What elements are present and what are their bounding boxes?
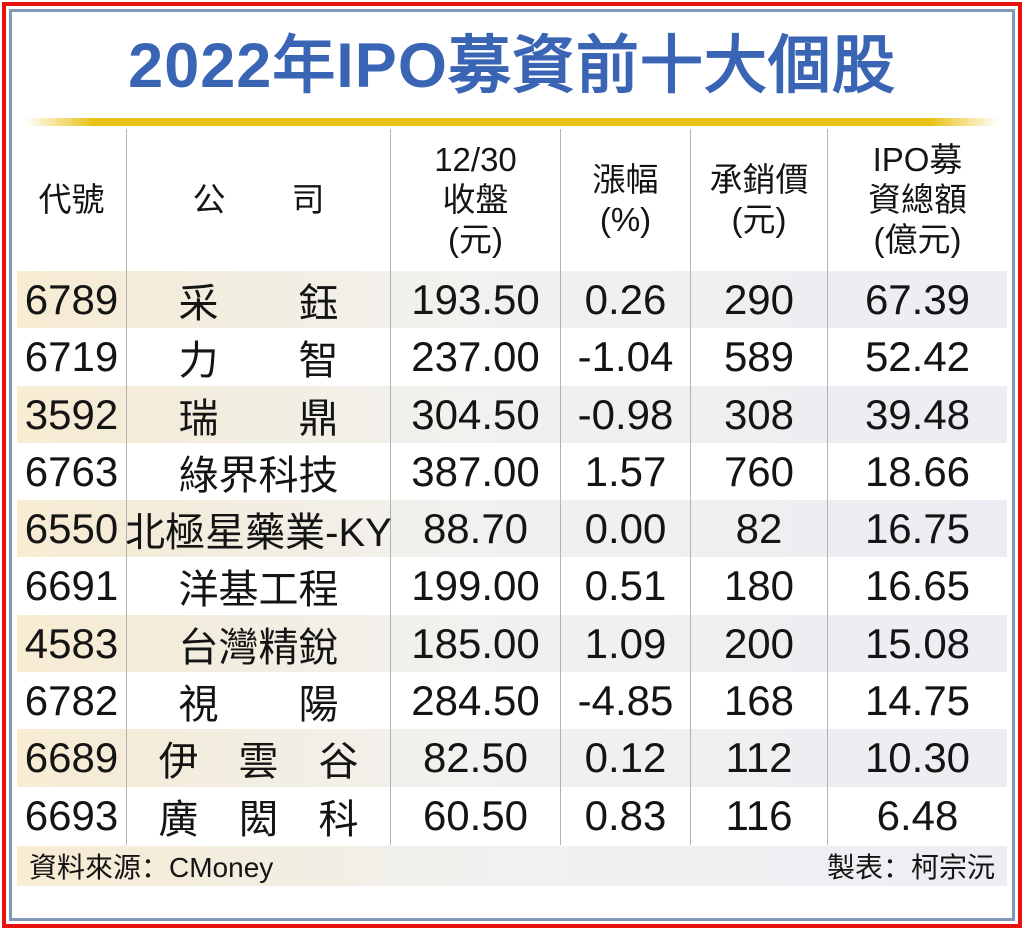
cell-close: 199.00 (391, 557, 561, 616)
cell-close: 284.50 (391, 672, 561, 731)
page-title: 2022年IPO募資前十大個股 (128, 31, 896, 101)
cell-total: 15.08 (864, 619, 971, 667)
cell-change: 1.57 (561, 442, 691, 501)
cell-code: 6782 (17, 672, 127, 731)
column-header-company: 公 司 (127, 129, 391, 271)
cell-company: 台灣精銳 (127, 614, 391, 673)
cell-company: 伊 雲 谷 (127, 729, 391, 788)
infographic: 2022年IPO募資前十大個股 代號 公 司 12/30 收盤 (元) 漲幅 (… (12, 12, 1012, 918)
cell-total: 14.75 (864, 677, 971, 725)
cell-close: 387.00 (391, 442, 561, 501)
cell-ipo-price: 116 (691, 786, 828, 845)
cell-code: 6693 (17, 786, 127, 845)
cell-change: 0.83 (561, 786, 691, 845)
table-row: 6789 采 鈺 193.50 0.26 290 67.39 (17, 271, 1007, 329)
table-row: 6719 力 智 237.00 -1.04 589 52.42 (17, 328, 1007, 387)
cell-close: 88.70 (391, 500, 561, 559)
cell-close: 237.00 (391, 328, 561, 387)
cell-close: 60.50 (391, 786, 561, 845)
cell-code: 4583 (17, 614, 127, 673)
source-text: 資料來源：CMoney (29, 851, 274, 883)
cell-close: 304.50 (391, 385, 561, 444)
cell-code: 6763 (17, 442, 127, 501)
table-row: 6782 視 陽 284.50 -4.85 168 14.75 (17, 672, 1007, 731)
table-row: 6763 綠界科技 387.00 1.57 760 18.66 (17, 442, 1007, 501)
table-row: 6691 洋基工程 199.00 0.51 180 16.65 (17, 557, 1007, 616)
cell-total: 6.48 (876, 791, 959, 839)
table-row: 3592 瑞 鼎 304.50 -0.98 308 39.48 (17, 385, 1007, 444)
cell-close: 82.50 (391, 729, 561, 788)
cell-company: 瑞 鼎 (127, 385, 391, 444)
cell-change: -4.85 (561, 672, 691, 731)
cell-change: 1.09 (561, 614, 691, 673)
table-row: 4583 台灣精銳 185.00 1.09 200 15.08 (17, 614, 1007, 673)
cell-close: 193.50 (391, 271, 561, 329)
cell-change: 0.51 (561, 557, 691, 616)
column-header-code: 代號 (17, 129, 127, 271)
cell-company: 視 陽 (127, 672, 391, 731)
column-header-close: 12/30 收盤 (元) (391, 129, 561, 271)
frame-blue-border: 2022年IPO募資前十大個股 代號 公 司 12/30 收盤 (元) 漲幅 (… (9, 9, 1015, 921)
cell-ipo-price: 168 (691, 672, 828, 731)
cell-code: 6789 (17, 271, 127, 329)
cell-company: 廣 閎 科 (127, 786, 391, 845)
table-row: 6550 北極星藥業-KY 88.70 0.00 82 16.75 (17, 500, 1007, 559)
cell-code: 3592 (17, 385, 127, 444)
cell-ipo-price: 112 (691, 729, 828, 788)
cell-ipo-price: 308 (691, 385, 828, 444)
cell-company: 采 鈺 (127, 271, 391, 329)
cell-total: 67.39 (864, 276, 971, 323)
cell-total: 39.48 (864, 390, 971, 438)
table: 代號 公 司 12/30 收盤 (元) 漲幅 (%) 承銷價 (元) IPO募 … (17, 129, 1007, 845)
cell-change: -1.04 (561, 328, 691, 387)
cell-ipo-price: 180 (691, 557, 828, 616)
footer: 資料來源：CMoney 製表：柯宗沅 (17, 845, 1007, 886)
table-header-row: 代號 公 司 12/30 收盤 (元) 漲幅 (%) 承銷價 (元) IPO募 … (17, 129, 1007, 271)
cell-ipo-price: 200 (691, 614, 828, 673)
cell-change: 0.12 (561, 729, 691, 788)
cell-total: 10.30 (864, 734, 971, 782)
cell-ipo-price: 82 (691, 500, 828, 559)
cell-code: 6550 (17, 500, 127, 559)
cell-close: 185.00 (391, 614, 561, 673)
cell-change: 0.00 (561, 500, 691, 559)
cell-code: 6689 (17, 729, 127, 788)
cell-total: 16.75 (864, 505, 971, 553)
table-row: 6689 伊 雲 谷 82.50 0.12 112 10.30 (17, 729, 1007, 788)
column-header-ipo-price: 承銷價 (元) (691, 129, 828, 271)
cell-company: 洋基工程 (127, 557, 391, 616)
cell-company: 綠界科技 (127, 442, 391, 501)
column-header-total: IPO募 資總額 (億元) (868, 140, 967, 259)
cell-total: 18.66 (864, 447, 971, 495)
cell-ipo-price: 290 (691, 271, 828, 329)
cell-change: -0.98 (561, 385, 691, 444)
cell-code: 6719 (17, 328, 127, 387)
cell-change: 0.26 (561, 271, 691, 329)
credit-text: 製表：柯宗沅 (826, 851, 995, 883)
cell-company: 力 智 (127, 328, 391, 387)
cell-ipo-price: 589 (691, 328, 828, 387)
divider-band (25, 118, 999, 126)
cell-total: 52.42 (864, 333, 971, 381)
cell-ipo-price: 760 (691, 442, 828, 501)
column-header-change: 漲幅 (%) (561, 129, 691, 271)
cell-company: 北極星藥業-KY (125, 500, 392, 559)
cell-code: 6691 (17, 557, 127, 616)
table-row: 6693 廣 閎 科 60.50 0.83 116 6.48 (17, 786, 1007, 845)
table-body: 6789 采 鈺 193.50 0.26 290 67.39 6719 力 智 … (17, 271, 1007, 845)
cell-total: 16.65 (864, 562, 971, 610)
